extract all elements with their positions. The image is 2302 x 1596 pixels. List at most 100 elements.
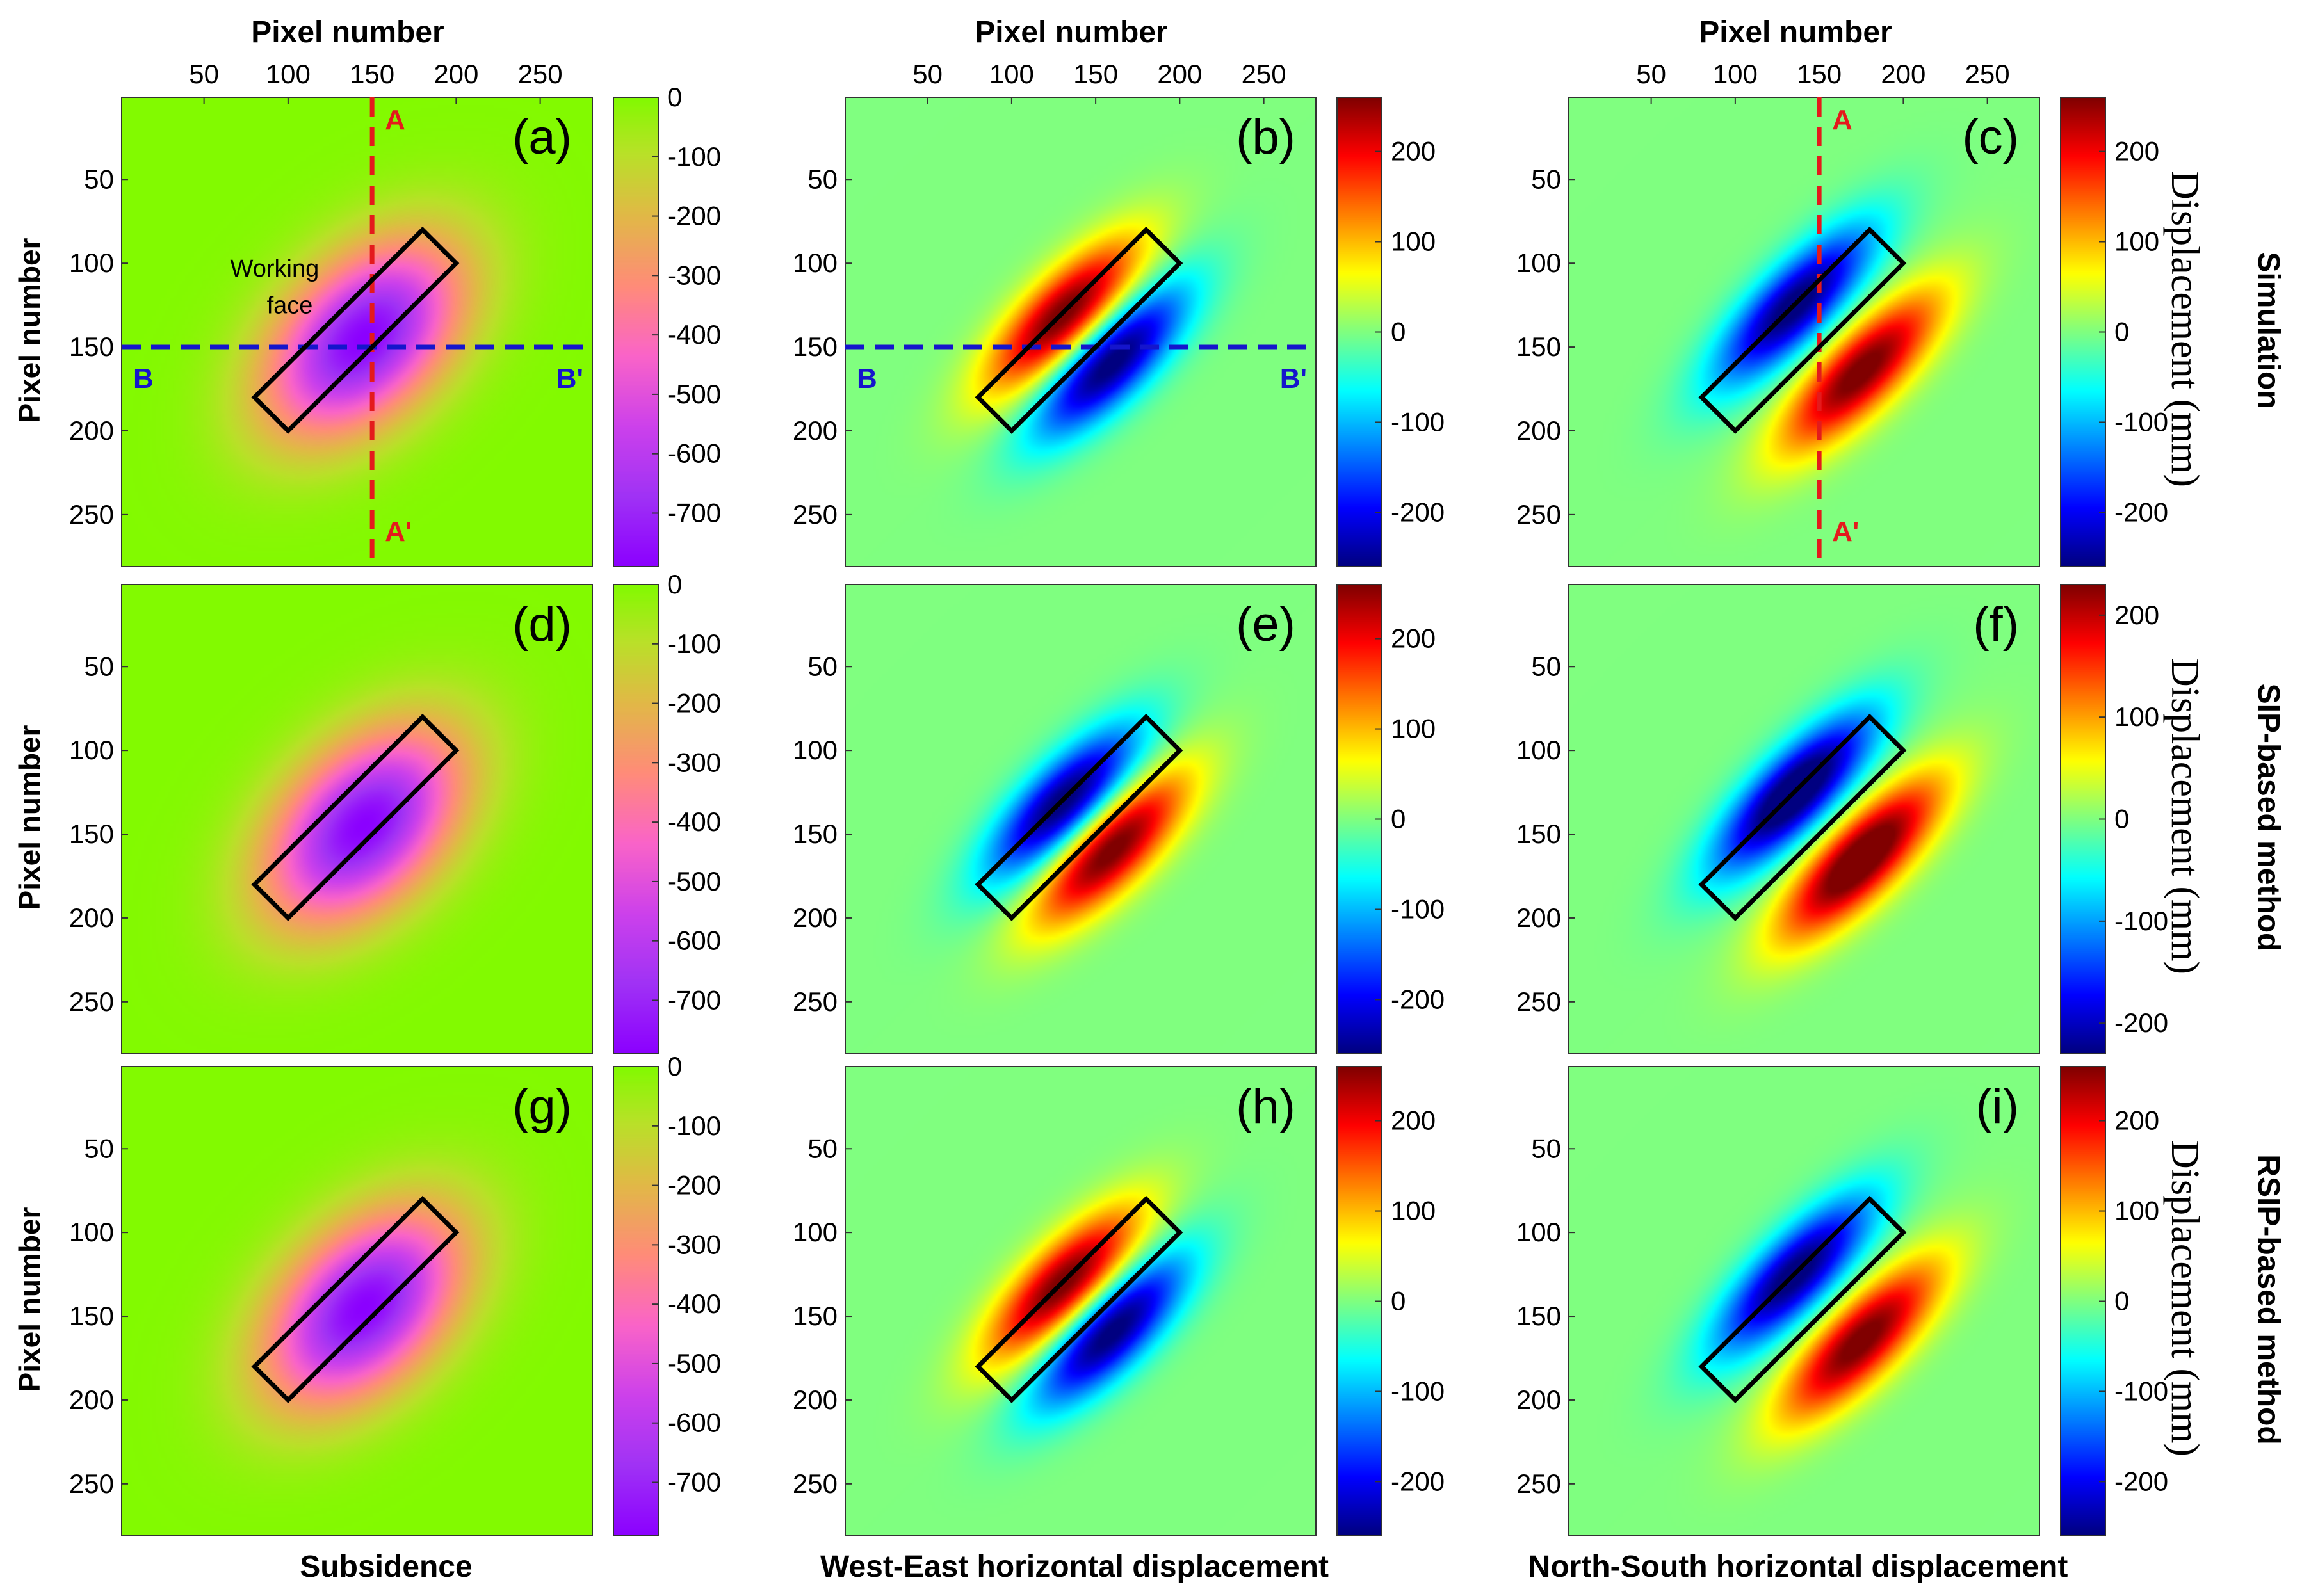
y-tick-label-f: 150 [1516, 819, 1561, 849]
working-face-label-line2: face [267, 293, 313, 319]
colorbar-tick-label-d: 0 [667, 569, 682, 599]
y-tick-label-i: 200 [1516, 1385, 1561, 1415]
panel-label-h: (h) [1236, 1079, 1295, 1134]
panel-h: 50 100 150 200 250 (h) 200 100 0 -100 -200 [793, 1066, 1445, 1536]
panel-label-c: (c) [1962, 110, 2019, 165]
y-tick-label-d: 100 [69, 735, 114, 765]
colorbar-tick-label-b: -100 [1391, 407, 1445, 437]
colorbar-e [1337, 584, 1382, 1054]
y-tick-label-a: 100 [69, 248, 114, 278]
x-tick-label-c: 200 [1881, 59, 1925, 89]
colorbar-tick-label-b: 200 [1391, 136, 1436, 166]
y-tick-label-d: 250 [69, 987, 114, 1017]
colorbar-tick-label-g: -100 [667, 1111, 721, 1141]
profile-label-b-end-a: B' [556, 363, 583, 394]
y-tick-label-c: 50 [1531, 164, 1561, 194]
colorbar-tick-label-g: 0 [667, 1051, 682, 1081]
y-tick-label-d: 150 [69, 819, 114, 849]
colorbar-tick-label-c: 100 [2114, 227, 2159, 257]
column-bottom-label-subsidence: Subsidence [300, 1550, 472, 1584]
row-right-label-sip: SIP-based method [2251, 684, 2285, 952]
cbar-title-i: Displacement (mm) [2163, 1140, 2207, 1456]
colorbar-tick-label-e: -200 [1391, 984, 1445, 1014]
colorbar-tick-label-g: -200 [667, 1170, 721, 1200]
row-right-label-rsip: RSIP-based method [2251, 1154, 2285, 1444]
panel-label-e: (e) [1236, 597, 1295, 652]
colorbar-tick-label-f: 0 [2114, 804, 2129, 834]
colorbar-tick-label-h: 100 [1391, 1196, 1436, 1226]
x-tick-label-a: 200 [434, 59, 478, 89]
column-bottom-label-north-south: North-South horizontal displacement [1528, 1550, 2068, 1584]
axes-frame-h [845, 1066, 1317, 1536]
working-face-h [975, 1195, 1183, 1403]
x-tick-label-b: 150 [1073, 59, 1118, 89]
cbar-title-c: Displacement (mm) [2163, 171, 2207, 487]
heatmap-c [1569, 97, 2039, 567]
y-tick-label-g: 150 [69, 1301, 114, 1331]
y-tick-label-a: 200 [69, 415, 114, 446]
heatmap-a [122, 97, 592, 567]
profile-label-a-end-a: A' [385, 516, 412, 547]
working-face-a [251, 226, 460, 434]
colorbar-tick-label-i: 100 [2114, 1196, 2159, 1226]
colorbar-tick-label-f: 100 [2114, 702, 2159, 732]
x-tick-label-a: 250 [518, 59, 563, 89]
x-tick-label-a: 150 [350, 59, 394, 89]
panel-label-f: (f) [1973, 597, 2019, 652]
profile-label-b-end-b: B' [1280, 363, 1307, 394]
heatmap-i [1569, 1067, 2039, 1536]
profile-label-a-c: A [1832, 104, 1852, 136]
colorbar-tick-label-a: -700 [667, 497, 721, 528]
column-top-label-1: Pixel number [251, 15, 444, 49]
colorbar-g [613, 1067, 658, 1536]
y-tick-label-h: 50 [807, 1133, 838, 1163]
panels: 50 100 150 200 250 50 100 150 200 250 A A' B B' Workin… [69, 59, 2168, 1536]
panel-e: 50 100 150 200 250 (e) 200 100 0 -100 -200 [793, 584, 1445, 1054]
colorbar-tick-label-c: -200 [2114, 497, 2168, 527]
colorbar-i [2061, 1067, 2105, 1536]
y-tick-label-e: 50 [807, 651, 838, 681]
x-tick-label-c: 150 [1797, 59, 1842, 89]
colorbar-tick-label-h: 200 [1391, 1106, 1436, 1136]
colorbar-tick-label-i: -100 [2114, 1376, 2168, 1406]
colorbar-c [2061, 97, 2105, 567]
colorbar-tick-label-i: 0 [2114, 1286, 2129, 1316]
heatmap-g [122, 1067, 592, 1536]
column-bottom-label-west-east: West-East horizontal displacement [820, 1550, 1329, 1584]
y-tick-label-c: 250 [1516, 499, 1561, 529]
profile-label-b-b: B [857, 363, 877, 394]
axes-frame-i [1568, 1066, 2040, 1536]
row-left-label-1: Pixel number [13, 238, 46, 423]
colorbar-tick-label-a: -500 [667, 379, 721, 409]
panel-f: 50 100 150 200 250 (f) 200 100 0 -100 -200 [1516, 584, 2168, 1054]
axes-frame-a [121, 97, 593, 567]
colorbar-tick-label-d: -400 [667, 807, 721, 837]
colorbar-frame-a [613, 97, 659, 567]
colorbar-tick-label-f: -200 [2114, 1008, 2168, 1038]
cbar-title-f: Displacement (mm) [2163, 658, 2207, 974]
working-face-c [1698, 226, 1907, 434]
y-tick-label-h: 250 [793, 1469, 838, 1499]
panel-label-i: (i) [1975, 1079, 2019, 1134]
axes-frame-d [121, 584, 593, 1054]
colorbar-tick-label-d: -700 [667, 985, 721, 1015]
heatmap-f [1569, 584, 2039, 1054]
profile-label-b-a: B [133, 363, 154, 394]
panel-label-d: (d) [512, 597, 572, 652]
y-tick-label-e: 150 [793, 819, 838, 849]
colorbar-h [1337, 1067, 1382, 1536]
y-tick-label-g: 250 [69, 1469, 114, 1499]
working-face-d [251, 713, 460, 921]
colorbar-tick-label-g: -400 [667, 1289, 721, 1319]
colorbar-tick-label-g: -500 [667, 1348, 721, 1378]
y-tick-label-i: 50 [1531, 1133, 1561, 1163]
colorbar-tick-label-e: 0 [1391, 804, 1406, 834]
colorbar-tick-label-e: 200 [1391, 624, 1436, 654]
colorbar-tick-label-h: 0 [1391, 1286, 1406, 1316]
axes-frame-g [121, 1066, 593, 1536]
x-tick-label-c: 100 [1713, 59, 1758, 89]
panel-b: 50 100 150 200 250 50 100 150 200 250 B B' (b) 200 100… [793, 59, 1445, 567]
colorbar-tick-label-e: 100 [1391, 714, 1436, 744]
panel-i: 50 100 150 200 250 (i) 200 100 0 -100 -200 [1516, 1066, 2168, 1536]
row-left-label-3: Pixel number [13, 1207, 46, 1392]
